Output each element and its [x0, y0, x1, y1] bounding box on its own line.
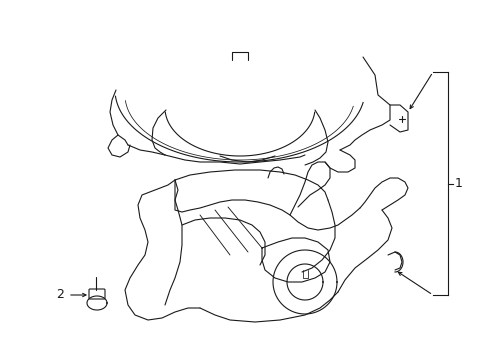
Text: 2: 2	[56, 288, 64, 302]
Text: 1: 1	[454, 177, 462, 190]
